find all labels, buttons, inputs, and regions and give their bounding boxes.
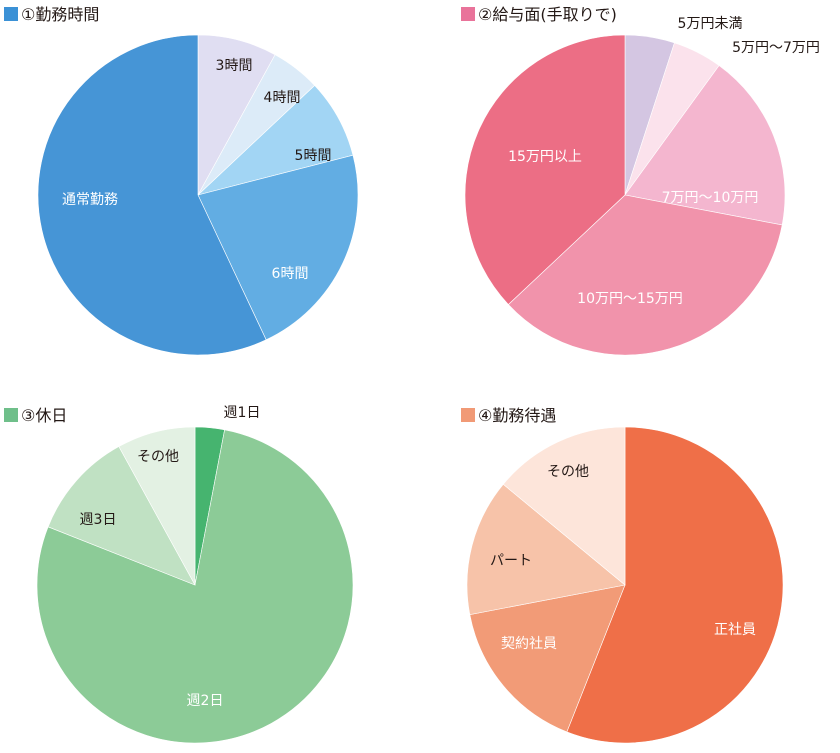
slice-label-4: その他 (547, 464, 589, 480)
pie-slice-5 (464, 34, 626, 305)
legend-square-icon (4, 408, 18, 422)
pie-slice-3 (47, 446, 196, 586)
pie-slice-1 (566, 426, 784, 744)
pie-chart-1: ①勤務時間 3時間 4時間 5時間 6時間 通常勤務 (4, 5, 359, 356)
legend-square-icon (461, 408, 475, 422)
pie-slice-4 (197, 154, 359, 341)
pie-slice-2 (36, 429, 354, 744)
pie-slice-4 (118, 426, 196, 586)
pie-slice-3 (466, 483, 626, 615)
legend-square-icon (461, 7, 475, 21)
slice-label-3: 5時間 (295, 148, 332, 164)
slice-label-1: 週1日 (224, 405, 261, 421)
pie-chart-2: ②給与面(手取りで) 5万円未満 5万円〜7万円 7万円〜10万円 10万円〜15万円 1… (461, 5, 820, 356)
slice-label-4: その他 (137, 449, 179, 465)
slice-label-4: 6時間 (272, 266, 309, 282)
pie-slice-4 (502, 426, 626, 586)
slice-label-5: 15万円以上 (508, 149, 582, 165)
chart-title: ③休日 (21, 406, 67, 425)
slice-label-2: 契約社員 (501, 636, 557, 652)
slice-label-1: 5万円未満 (678, 16, 743, 32)
slice-label-2: 週2日 (187, 693, 224, 709)
slice-label-4: 10万円〜15万円 (577, 291, 683, 307)
slice-label-1: 3時間 (216, 58, 253, 74)
slice-label-2: 4時間 (264, 90, 301, 106)
slice-label-3: 週3日 (80, 512, 117, 528)
slice-label-3: 7万円〜10万円 (662, 190, 759, 206)
chart-title: ②給与面(手取りで) (478, 5, 617, 24)
legend-square-icon (4, 7, 18, 21)
pie-slice-3 (624, 65, 786, 226)
slice-label-2: 5万円〜7万円 (732, 40, 820, 56)
pie-slice-2 (469, 584, 626, 733)
pie-slice-4 (507, 194, 783, 356)
slice-label-3: パート (490, 553, 532, 569)
slice-label-1: 正社員 (714, 622, 756, 638)
chart-title: ④勤務待遇 (478, 406, 556, 425)
pie-slice-5 (37, 34, 267, 356)
slice-label-5: 通常勤務 (62, 192, 118, 208)
chart-title: ①勤務時間 (21, 5, 99, 24)
